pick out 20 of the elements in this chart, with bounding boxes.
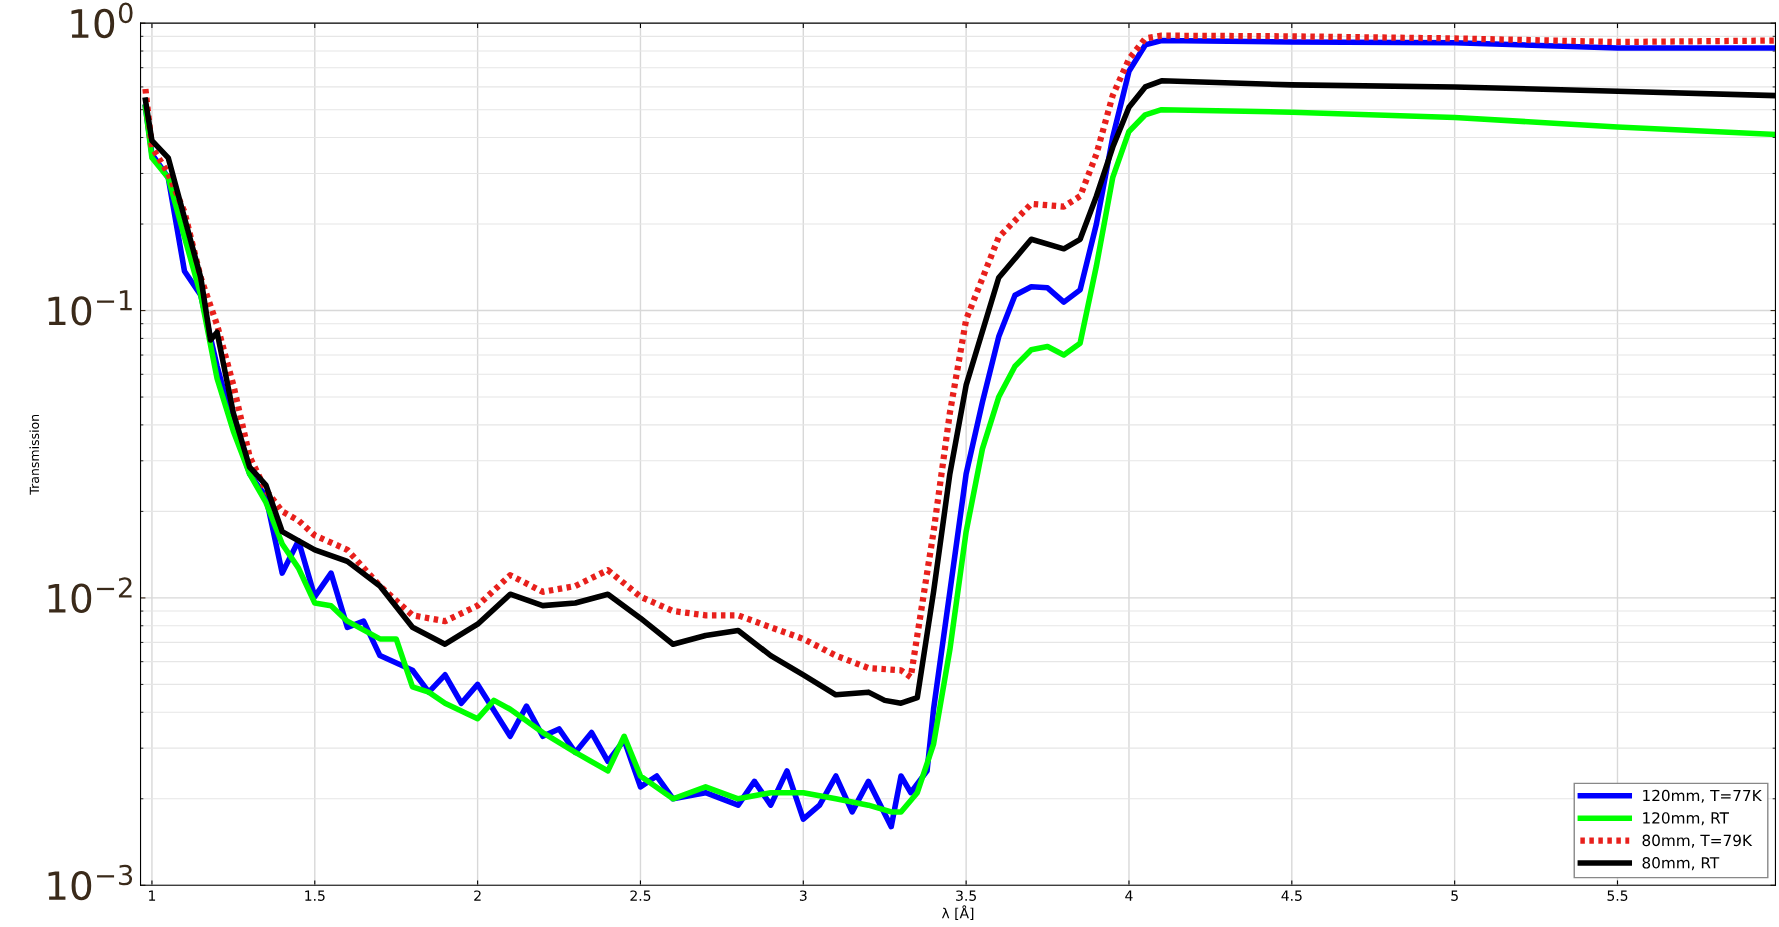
legend-label: 80mm, T=79K xyxy=(1642,834,1753,848)
y-tick-label: 10$^{−3}$ xyxy=(48,864,133,901)
x-tick-label: 4 xyxy=(1125,890,1133,901)
x-tick-label: 5 xyxy=(1451,890,1458,901)
x-tick-label: 1 xyxy=(149,890,156,901)
x-axis-title: λ [Å] xyxy=(941,905,974,921)
x-tick-label: 5.5 xyxy=(1607,890,1628,901)
y-axis-title: Transmission xyxy=(29,414,40,495)
x-tick-label: 3 xyxy=(799,890,807,901)
x-tick-label: 4.5 xyxy=(1281,890,1302,901)
y-tick-label: 10$^{0}$ xyxy=(71,2,133,39)
legend-label: 120mm, RT xyxy=(1643,812,1729,826)
legend-label: 80mm, RT xyxy=(1642,857,1720,871)
y-tick-label: 10$^{−1}$ xyxy=(48,290,132,326)
x-tick-label: 3.5 xyxy=(956,890,976,901)
y-tick-label: 10$^{−2}$ xyxy=(48,577,132,613)
legend-label: 120mm, T=77K xyxy=(1643,789,1763,803)
x-tick-label: 2.5 xyxy=(630,890,651,901)
x-tick-label: 2 xyxy=(474,890,481,901)
x-tick-label: 1.5 xyxy=(305,890,325,901)
